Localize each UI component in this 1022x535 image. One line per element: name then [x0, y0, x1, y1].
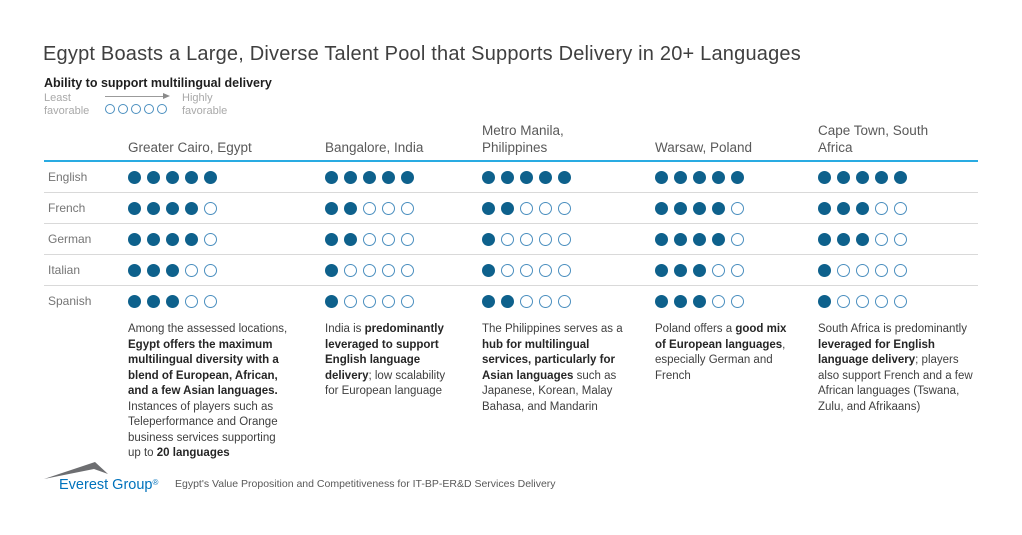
- page-title: Egypt Boasts a Large, Diverse Talent Poo…: [43, 43, 801, 65]
- rating-dots-italian-capetown: [818, 263, 978, 277]
- row-label-german: German: [48, 232, 92, 246]
- rating-dots-spanish-manila: [482, 294, 655, 308]
- legend-least-label: Least favorable: [44, 92, 90, 117]
- rating-dots-german-capetown: [818, 232, 978, 246]
- rating-dots-italian-bangalore: [325, 263, 482, 277]
- rating-dots-french-warsaw: [655, 201, 818, 215]
- column-header-cape-town: Cape Town, South Africa: [818, 123, 929, 155]
- rating-dots-english-manila: [482, 170, 655, 184]
- table-row-french: French: [44, 193, 978, 224]
- table-row-english: English: [44, 162, 978, 193]
- registered-mark: ®: [152, 478, 159, 487]
- column-header-greater-cairo: Greater Cairo, Egypt: [128, 140, 252, 155]
- rating-dots-spanish-warsaw: [655, 294, 818, 308]
- legend-scale-dots: [105, 104, 173, 114]
- note-warsaw: Poland offers a good mix of European lan…: [655, 323, 787, 382]
- rating-scale-legend: Least favorable Highly favorable: [44, 92, 234, 118]
- rating-dots-english-capetown: [818, 170, 978, 184]
- table-row-german: German: [44, 224, 978, 255]
- source-caption: Egypt's Value Proposition and Competitiv…: [175, 478, 556, 490]
- footer: Everest Group® Egypt's Value Proposition…: [44, 460, 556, 493]
- rating-dots-english-cairo: [128, 170, 325, 184]
- notes-row: Among the assessed locations, Egypt offe…: [44, 322, 978, 462]
- column-header-bangalore: Bangalore, India: [325, 140, 424, 155]
- mountain-icon: [44, 462, 108, 479]
- rating-dots-italian-manila: [482, 263, 655, 277]
- rating-dots-german-cairo: [128, 232, 325, 246]
- rating-dots-german-warsaw: [655, 232, 818, 246]
- column-header-metro-manila: Metro Manila, Philippines: [482, 123, 564, 155]
- rating-dots-spanish-cairo: [128, 294, 325, 308]
- logo-wordmark: Everest Group®: [59, 477, 159, 493]
- note-cape-town: South Africa is predominantly leveraged …: [818, 323, 973, 413]
- note-metro-manila: The Philippines serves as a hub for mult…: [482, 323, 623, 413]
- rating-dots-english-warsaw: [655, 170, 818, 184]
- rating-dots-french-capetown: [818, 201, 978, 215]
- rating-dots-german-manila: [482, 232, 655, 246]
- table-row-italian: Italian: [44, 255, 978, 286]
- row-label-french: French: [48, 201, 86, 215]
- rating-dots-italian-cairo: [128, 263, 325, 277]
- rating-dots-spanish-bangalore: [325, 294, 482, 308]
- legend-highly-label: Highly favorable: [182, 92, 228, 117]
- rating-dots-italian-warsaw: [655, 263, 818, 277]
- rating-dots-german-bangalore: [325, 232, 482, 246]
- table-header-row: Greater Cairo, Egypt Bangalore, India Me…: [44, 122, 978, 162]
- table-row-spanish: Spanish: [44, 286, 978, 316]
- chart-title: Ability to support multilingual delivery: [44, 76, 272, 90]
- rating-dots-french-manila: [482, 201, 655, 215]
- row-label-spanish: Spanish: [48, 294, 92, 308]
- language-rating-table: Greater Cairo, Egypt Bangalore, India Me…: [44, 122, 978, 462]
- note-bangalore: India is predominantly leveraged to supp…: [325, 323, 446, 397]
- column-header-warsaw: Warsaw, Poland: [655, 140, 753, 155]
- arrow-right-icon: [105, 93, 173, 101]
- everest-group-logo: Everest Group®: [44, 460, 166, 493]
- rating-dots-english-bangalore: [325, 170, 482, 184]
- rating-dots-spanish-capetown: [818, 294, 978, 308]
- note-greater-cairo: Among the assessed locations, Egypt offe…: [128, 323, 288, 459]
- row-label-italian: Italian: [48, 263, 81, 277]
- rating-dots-french-cairo: [128, 201, 325, 215]
- rating-dots-french-bangalore: [325, 201, 482, 215]
- row-label-english: English: [48, 170, 88, 184]
- legend-scale: [105, 92, 173, 114]
